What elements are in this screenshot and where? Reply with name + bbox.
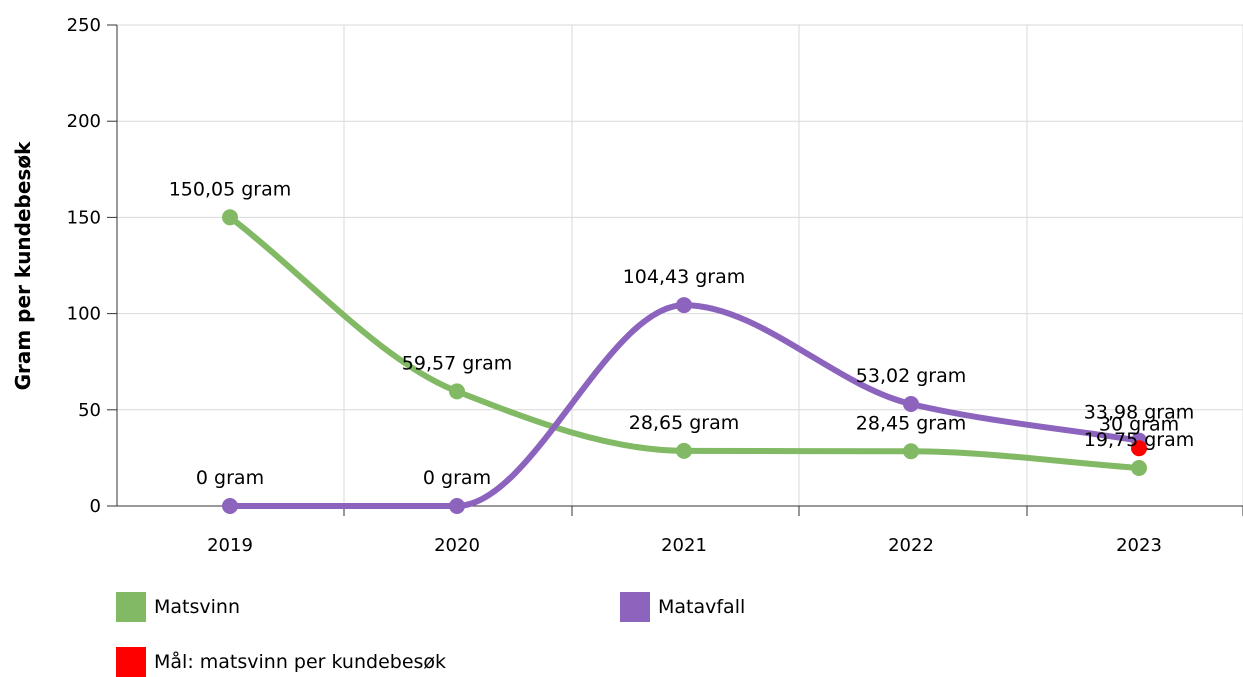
data-label-matsvinn: 28,65 gram xyxy=(629,412,739,434)
y-tick-label: 100 xyxy=(67,304,101,325)
legend-item-matsvinn[interactable]: Matsvinn xyxy=(116,592,240,622)
data-point-matsvinn xyxy=(222,209,238,226)
data-label-matsvinn: 19,75 gram xyxy=(1084,429,1194,451)
data-points xyxy=(222,209,1147,514)
x-tick-label: 2021 xyxy=(661,535,707,556)
data-point-matsvinn xyxy=(449,383,465,400)
legend-label-matsvinn: Matsvinn xyxy=(154,596,240,618)
grid-lines xyxy=(117,24,1243,506)
y-tick-label: 200 xyxy=(67,111,101,132)
data-point-matsvinn xyxy=(903,443,919,460)
legend-item-target[interactable]: Mål: matsvinn per kundebesøk xyxy=(116,647,446,677)
legend-item-matavfall[interactable]: Matavfall xyxy=(620,592,745,622)
data-point-matavfall xyxy=(449,498,465,514)
x-tick-label: 2019 xyxy=(207,535,253,556)
data-point-matavfall xyxy=(903,395,919,412)
legend-swatch-matsvinn xyxy=(116,592,146,622)
data-label-matsvinn: 59,57 gram xyxy=(402,352,512,374)
series-lines xyxy=(227,214,1142,509)
data-point-matsvinn xyxy=(1131,460,1147,477)
data-label-matavfall: 0 gram xyxy=(423,467,491,489)
x-tick-label: 2023 xyxy=(1116,535,1162,556)
data-labels: 150,05 gram 59,57 gram 28,65 gram 28,45 gra… xyxy=(169,178,1195,489)
target-point xyxy=(1131,440,1147,457)
legend-label-matavfall: Matavfall xyxy=(658,596,746,618)
data-point-matavfall xyxy=(222,498,238,514)
data-label-matavfall: 104,43 gram xyxy=(623,266,746,288)
y-tick-label: 250 xyxy=(67,15,101,36)
x-tick-label: 2022 xyxy=(888,535,934,556)
data-point-matsvinn xyxy=(676,442,692,459)
x-tick-label: 2020 xyxy=(434,535,480,556)
y-tick-label: 50 xyxy=(78,400,101,421)
data-label-matsvinn: 150,05 gram xyxy=(169,178,292,200)
data-label-matavfall: 53,02 gram xyxy=(856,365,966,387)
legend-label-target: Mål: matsvinn per kundebesøk xyxy=(154,651,447,673)
data-label-matavfall: 0 gram xyxy=(196,467,264,489)
y-tick-label: 150 xyxy=(67,207,101,228)
target-label: 30 gram xyxy=(1099,413,1179,435)
legend-swatch-matavfall xyxy=(620,592,650,622)
data-point-matavfall xyxy=(676,297,692,314)
y-tick-label: 0 xyxy=(90,496,101,517)
data-label-matavfall: 33,98 gram xyxy=(1084,402,1194,424)
legend-swatch-target xyxy=(116,647,146,677)
y-axis-title: Gram per kundebesøk xyxy=(11,141,35,390)
data-label-matsvinn: 28,45 gram xyxy=(856,412,966,434)
